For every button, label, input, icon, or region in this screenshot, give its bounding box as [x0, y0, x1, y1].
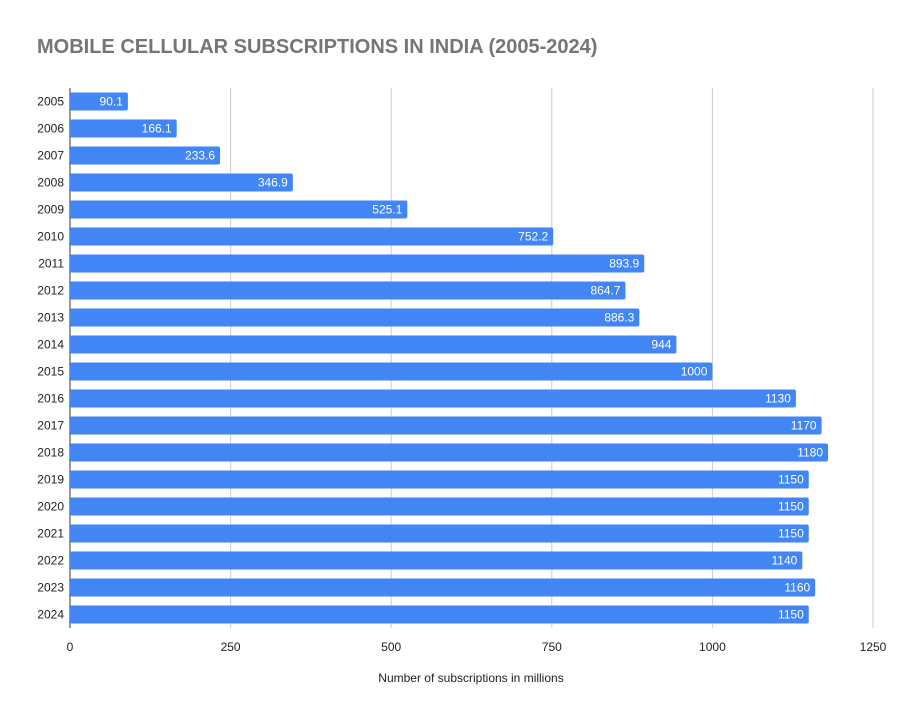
bar [70, 578, 816, 597]
y-tick-label: 2023 [37, 581, 64, 595]
bar [70, 200, 408, 219]
bar [70, 497, 809, 516]
bar [70, 443, 829, 462]
data-label: 752.2 [518, 230, 548, 244]
data-label: 893.9 [609, 257, 639, 271]
data-label: 886.3 [604, 311, 634, 325]
bar [70, 92, 128, 111]
data-label: 1140 [772, 554, 798, 568]
y-tick-label: 2021 [37, 527, 64, 541]
data-label: 1150 [778, 500, 804, 514]
bar [70, 335, 677, 354]
data-label: 944 [651, 338, 671, 352]
data-label: 1180 [797, 446, 823, 460]
data-label: 1000 [681, 365, 708, 379]
bar [70, 281, 626, 300]
bar [70, 173, 293, 192]
x-axis-label: Number of subscriptions in millions [378, 671, 563, 685]
y-tick-label: 2012 [37, 284, 64, 298]
y-tick-label: 2014 [37, 338, 64, 352]
y-tick-label: 2009 [37, 203, 64, 217]
data-label: 90.1 [100, 95, 124, 109]
y-tick-label: 2008 [37, 176, 64, 190]
bar [70, 389, 796, 408]
data-label: 233.6 [185, 149, 215, 163]
bar [70, 362, 713, 381]
y-tick-label: 2016 [37, 392, 64, 406]
x-tick-label: 500 [381, 640, 401, 654]
data-label: 1150 [778, 527, 804, 541]
y-tick-label: 2017 [37, 419, 64, 433]
y-tick-label: 2010 [37, 230, 64, 244]
data-label: 1150 [778, 608, 804, 622]
bar [70, 227, 554, 246]
bar [70, 551, 803, 570]
x-tick-label: 1000 [699, 640, 726, 654]
bar [70, 119, 177, 138]
y-tick-label: 2015 [37, 365, 64, 379]
x-tick-label: 0 [67, 640, 74, 654]
bar [70, 146, 221, 165]
y-tick-label: 2019 [37, 473, 64, 487]
bar [70, 308, 640, 327]
x-tick-label: 250 [221, 640, 241, 654]
bar [70, 524, 809, 543]
y-tick-label: 2020 [37, 500, 64, 514]
data-label: 1130 [765, 392, 791, 406]
data-label: 1170 [791, 419, 817, 433]
y-tick-label: 2013 [37, 311, 64, 325]
data-label: 346.9 [258, 176, 288, 190]
x-tick-label: 1250 [860, 640, 887, 654]
y-tick-label: 2007 [37, 149, 64, 163]
data-label: 1150 [778, 473, 804, 487]
y-tick-label: 2022 [37, 554, 64, 568]
bar [70, 605, 809, 624]
y-tick-label: 2005 [37, 95, 64, 109]
data-label: 864.7 [590, 284, 620, 298]
bar [70, 254, 645, 273]
y-tick-label: 2024 [37, 608, 64, 622]
bar [70, 470, 809, 489]
data-label: 1160 [784, 581, 810, 595]
bar [70, 416, 822, 435]
y-tick-label: 2011 [38, 257, 64, 271]
y-tick-label: 2018 [37, 446, 64, 460]
data-label: 166.1 [142, 122, 172, 136]
chart-title: MOBILE CELLULAR SUBSCRIPTIONS IN INDIA (… [37, 36, 598, 58]
y-tick-label: 2006 [37, 122, 64, 136]
data-label: 525.1 [372, 203, 402, 217]
x-tick-label: 750 [542, 640, 562, 654]
